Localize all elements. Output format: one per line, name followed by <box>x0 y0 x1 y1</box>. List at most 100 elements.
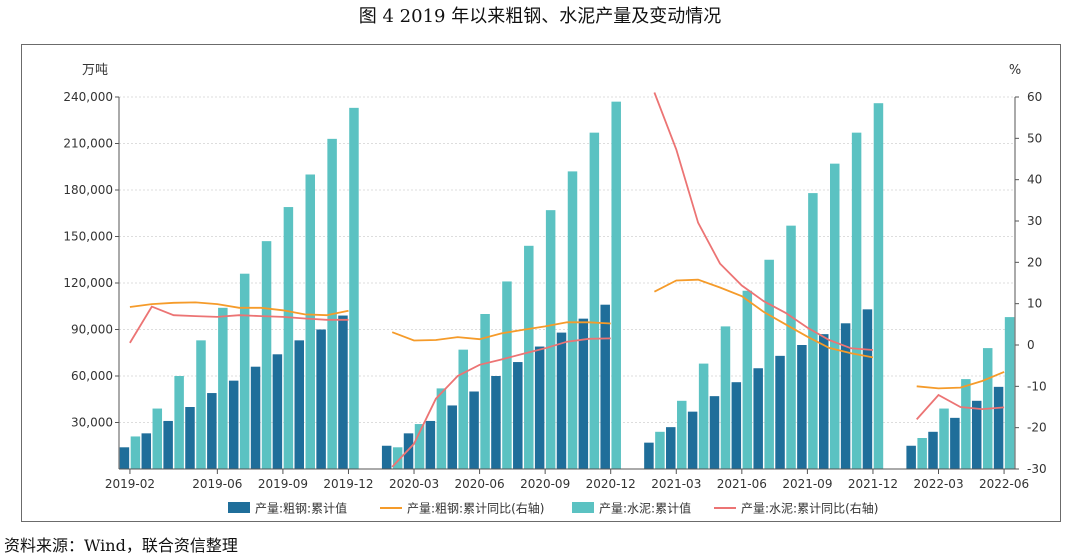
y-left-tick-label: 90,000 <box>71 323 113 337</box>
x-tick-label: 2019-06 <box>192 477 242 491</box>
cement-yoy-line <box>653 92 874 351</box>
steel-output-bar <box>272 354 283 469</box>
steel-yoy-line <box>916 371 1005 390</box>
steel-yoy-line <box>129 301 349 317</box>
steel-output-bar <box>163 420 173 469</box>
x-tick-label: 2019-09 <box>258 477 308 491</box>
cement-output-bar <box>611 101 621 470</box>
y-right-tick-label: 60 <box>1027 90 1042 104</box>
steel-output-bar <box>469 391 479 469</box>
cement-output-bar <box>327 138 337 469</box>
steel-yoy-line <box>391 321 611 342</box>
x-tick-label: 2019-12 <box>323 477 373 491</box>
steel-output-bar <box>797 345 807 469</box>
x-tick-label: 2020-12 <box>586 477 636 491</box>
cement-output-bar <box>764 259 774 469</box>
y-right-tick-label: 50 <box>1027 131 1042 145</box>
steel-output-bar <box>185 407 195 469</box>
steel-output-bar <box>753 368 763 469</box>
legend-label: 产量:水泥:累计值 <box>599 501 691 516</box>
steel-output-bar <box>141 433 152 469</box>
x-tick-label: 2019-02 <box>105 477 155 491</box>
legend-label: 产量:水泥:累计同比(右轴) <box>741 501 878 516</box>
steel-yoy-line <box>653 278 874 359</box>
steel-output-bar <box>687 411 698 469</box>
legend-label: 产量:粗钢:累计同比(右轴) <box>407 501 544 516</box>
steel-output-bar <box>338 315 348 469</box>
steel-output-bar <box>513 362 523 469</box>
steel-output-bar <box>556 332 567 469</box>
cement-output-bar <box>567 171 578 469</box>
y-right-tick-label: -20 <box>1027 421 1047 435</box>
steel-output-bar <box>862 309 873 469</box>
y-left-tick-label: 150,000 <box>63 230 113 244</box>
cement-output-bar <box>545 210 556 469</box>
chart-frame: 万吨 % 30,000 60,000 90,000 120,000 150,000 180… <box>21 44 1061 522</box>
cement-output-bar <box>786 225 796 469</box>
steel-output-bar <box>928 431 938 469</box>
y-left-tick-label: 30,000 <box>71 416 113 430</box>
figure-title: 图 4 2019 年以来粗钢、水泥产量及变动情况 <box>358 6 722 27</box>
x-tick-label: 2021-03 <box>651 477 701 491</box>
steel-output-bar <box>316 329 326 469</box>
axes: 万吨 % 30,000 60,000 90,000 120,000 150,000 180… <box>63 63 1046 491</box>
cement-output-bar <box>873 103 884 469</box>
y-right-tick-label: -30 <box>1027 462 1047 476</box>
y-right-tick-label: 0 <box>1027 338 1035 352</box>
y-right-tick-label: 40 <box>1027 173 1042 187</box>
y-left-tick-label: 60,000 <box>71 369 113 383</box>
steel-output-bar <box>250 366 261 469</box>
steel-output-bar <box>666 427 676 469</box>
cement-output-bar <box>414 424 425 469</box>
cement-output-bar <box>349 107 359 469</box>
steel-output-bar <box>731 382 742 469</box>
y-axis-left-unit: 万吨 <box>82 63 108 78</box>
cement-output-bar <box>196 340 206 469</box>
steel-output-bar <box>578 318 589 469</box>
steel-output-bar <box>971 400 982 469</box>
line-series <box>129 92 1005 468</box>
cement-output-bar <box>655 431 665 469</box>
steel-output-bar <box>644 442 654 469</box>
x-tick-label: 2021-12 <box>848 477 898 491</box>
steel-output-bar <box>950 417 960 469</box>
cement-output-bar <box>174 376 184 469</box>
x-tick-label: 2021-09 <box>782 477 832 491</box>
cement-output-bar <box>130 436 141 469</box>
cement-output-bar <box>458 349 468 469</box>
y-right-tick-label: 10 <box>1027 297 1042 311</box>
y-right-tick-label: 20 <box>1027 255 1042 269</box>
cement-output-bar <box>261 241 272 469</box>
y-left-tick-label: 210,000 <box>63 137 113 151</box>
cement-output-bar <box>851 132 862 469</box>
legend-swatch <box>228 502 250 513</box>
legend-cement-output: 产量:水泥:累计值 <box>572 501 691 516</box>
x-tick-label: 2020-09 <box>520 477 570 491</box>
steel-output-bar <box>207 393 217 469</box>
x-tick-label: 2022-06 <box>979 477 1029 491</box>
steel-output-bar <box>906 445 916 469</box>
cement-output-bar <box>502 281 512 469</box>
cement-yoy-line <box>129 305 349 344</box>
cement-output-bar <box>218 307 228 469</box>
cement-output-bar <box>152 408 163 469</box>
y-left-tick-label: 180,000 <box>63 183 113 197</box>
cement-output-bar <box>589 132 600 469</box>
y-left-tick-label: 240,000 <box>63 90 113 104</box>
cement-output-bar <box>917 438 927 469</box>
steel-output-bar <box>534 346 545 469</box>
y-right-tick-label: 30 <box>1027 214 1042 228</box>
bar-series <box>119 101 1015 470</box>
steel-output-bar <box>818 334 829 469</box>
cement-output-bar <box>939 408 949 469</box>
steel-output-bar <box>381 445 392 469</box>
cement-yoy-line <box>391 337 611 468</box>
cement-output-bar <box>239 273 250 469</box>
steel-output-bar <box>447 405 457 469</box>
steel-output-bar <box>709 396 720 469</box>
steel-output-bar <box>600 304 610 469</box>
y-axis-right-unit: % <box>1009 63 1021 78</box>
cement-output-bar <box>436 388 447 469</box>
steel-output-bar <box>993 386 1004 469</box>
cement-output-bar <box>698 363 709 469</box>
